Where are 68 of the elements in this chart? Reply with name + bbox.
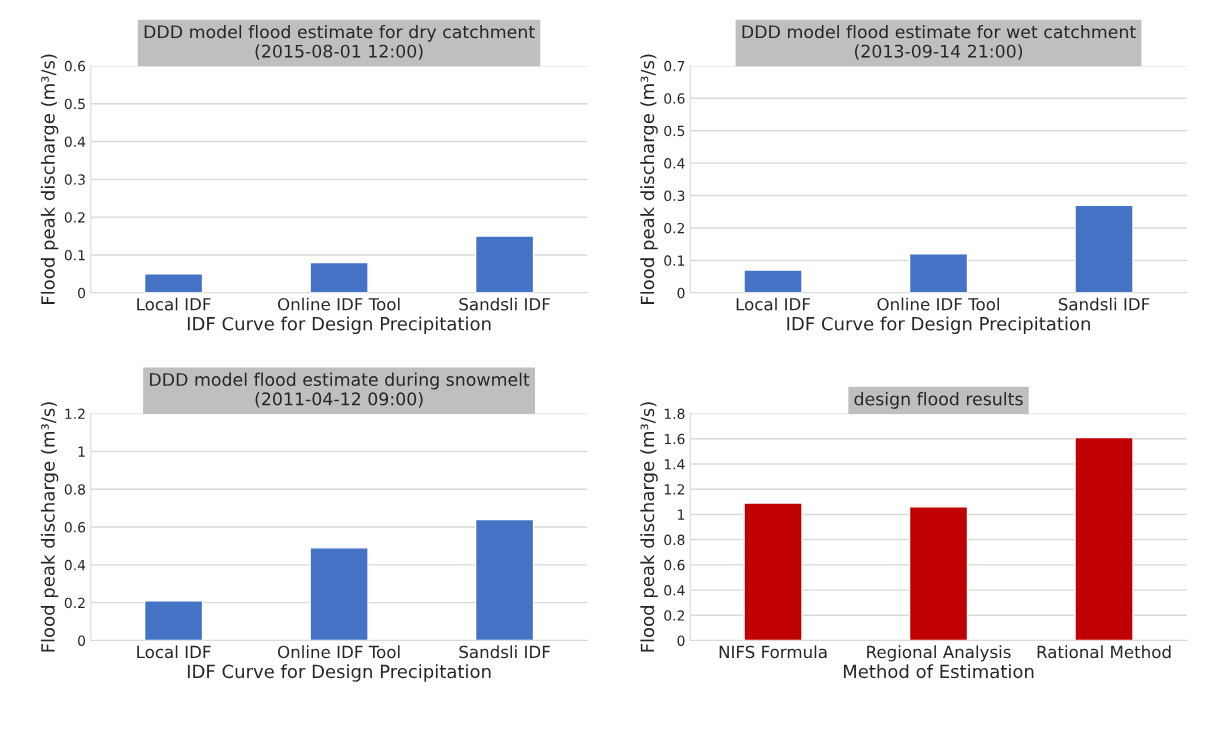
y-tick-label: 0.4 — [64, 559, 86, 571]
x-tick-label: Online IDF Tool — [277, 297, 400, 311]
y-axis-title: Flood peak discharge (m³/s) — [640, 402, 658, 652]
bar — [474, 235, 535, 293]
y-tick-label: 0.2 — [664, 610, 685, 621]
y-tick-label: 0.4 — [664, 158, 685, 169]
bar — [908, 506, 969, 641]
y-tick-label: 0.4 — [664, 585, 685, 596]
x-tick-label: Sandsli IDF — [459, 297, 550, 311]
x-axis-title: IDF Curve for Design Precipitation — [187, 316, 491, 335]
chart-title: DDD model flood estimate for wet catchment (2013-09-14 21:00) — [742, 24, 1136, 60]
y-tick-label: 0.3 — [664, 190, 685, 202]
y-tick-label: 0.1 — [664, 255, 685, 266]
x-tick-label: Local IDF — [137, 645, 211, 659]
y-tick-label: 0.2 — [64, 212, 85, 223]
y-tick-label: 0.5 — [64, 98, 85, 110]
y-tick-label: 1.2 — [65, 408, 85, 419]
y-tick-label: 1 — [678, 509, 685, 520]
y-tick-label: 0.8 — [664, 534, 685, 546]
y-tick-label: 0.6 — [664, 93, 685, 104]
bar — [474, 518, 535, 641]
y-axis-title: Flood peak discharge (m³/s) — [640, 54, 658, 304]
x-axis-title: IDF Curve for Design Precipitation — [787, 316, 1090, 335]
x-tick-label: Regional Analysis — [867, 645, 1011, 662]
chart-title: DDD model flood estimate during snowmelt (2011-04-12 09:00) — [150, 372, 530, 408]
y-tick-label: 1.8 — [664, 408, 685, 420]
x-tick-label: Sandsli IDF — [459, 645, 550, 659]
y-tick-label: 0.3 — [64, 174, 85, 185]
y-tick-label: 0.1 — [64, 249, 85, 261]
y-axis-title: Flood peak discharge (m³/s) — [40, 402, 59, 652]
y-tick-label: 0 — [78, 287, 86, 299]
y-tick-label: 0.7 — [664, 60, 685, 72]
y-tick-label: 0.6 — [64, 522, 86, 533]
y-tick-label: 1.2 — [664, 484, 685, 495]
x-axis-title: IDF Curve for Design Precipitation — [187, 664, 491, 682]
x-tick-label: Rational Method — [1037, 645, 1171, 659]
y-axis-title: Flood peak discharge (m³/s) — [40, 54, 59, 304]
y-tick-label: 0 — [677, 287, 685, 299]
bar — [1074, 204, 1134, 293]
x-tick-label: Sandsli IDF — [1058, 297, 1150, 311]
bar — [309, 261, 369, 293]
chart-title: design flood results — [854, 392, 1023, 409]
x-tick-label: Local IDF — [137, 297, 211, 311]
y-tick-label: 0.6 — [64, 60, 86, 72]
x-tick-label: NIFS Formula — [719, 645, 827, 659]
y-tick-label: 0.4 — [64, 136, 86, 147]
y-tick-label: 1 — [78, 446, 85, 457]
x-tick-label: Local IDF — [736, 297, 810, 311]
y-tick-label: 0 — [78, 635, 86, 646]
bar — [143, 273, 204, 293]
y-tick-label: 0.5 — [664, 125, 685, 137]
bar — [908, 253, 969, 293]
x-axis-title: Method of Estimation — [843, 664, 1034, 679]
x-tick-label: Online IDF Tool — [877, 297, 999, 311]
y-tick-label: 1.4 — [664, 459, 685, 470]
bar — [743, 502, 803, 641]
y-tick-label: 0 — [677, 635, 685, 646]
bar — [1074, 436, 1134, 641]
y-tick-label: 0.2 — [664, 222, 685, 234]
y-tick-label: 1.6 — [664, 433, 685, 445]
x-tick-label: Online IDF Tool — [277, 645, 400, 659]
bar — [143, 600, 204, 641]
y-tick-label: 0.6 — [664, 559, 685, 571]
bar — [309, 547, 369, 641]
y-tick-label: 0.2 — [64, 597, 85, 609]
y-tick-label: 0.8 — [64, 484, 86, 495]
chart-title: DDD model flood estimate for dry catchment (2015-08-01 12:00) — [144, 24, 535, 60]
bar — [743, 269, 803, 293]
